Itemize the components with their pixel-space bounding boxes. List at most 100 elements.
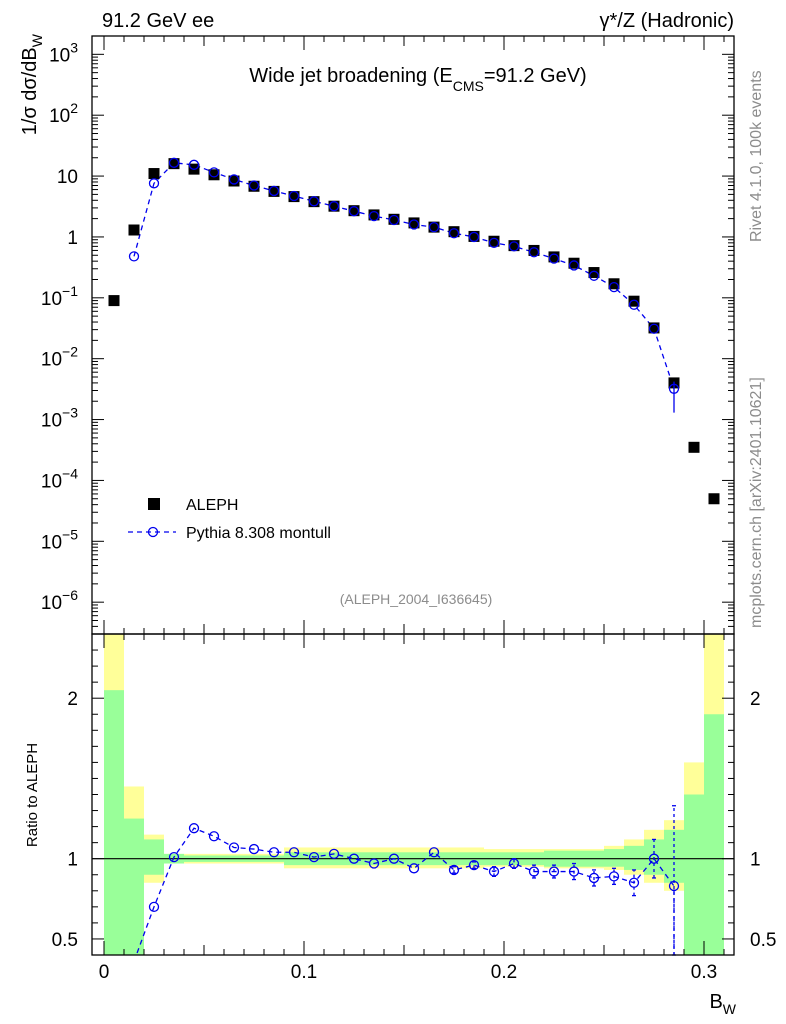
y-tick-label: 10−5	[41, 526, 78, 553]
aleph-point	[708, 493, 720, 505]
pythia-point	[668, 383, 680, 394]
green-band-bin	[604, 849, 624, 867]
x-tick-label: 0.2	[491, 962, 517, 983]
ratio-point	[408, 863, 420, 874]
pythia-point	[408, 219, 420, 230]
ratio-y-tick-label-right: 1	[750, 850, 761, 871]
aleph-point	[508, 240, 520, 252]
aleph-point	[628, 295, 640, 307]
aleph-point	[228, 175, 240, 187]
x-axis-label: BW	[709, 991, 736, 1017]
ratio-point	[168, 851, 180, 863]
aleph-point	[168, 158, 180, 170]
pythia-line	[133, 162, 675, 390]
legend: ALEPH Pythia 8.308 montull	[128, 497, 331, 542]
ratio-frame	[91, 633, 735, 956]
ratio-point	[268, 847, 280, 858]
ratio-y-tick-label: 1	[67, 850, 78, 871]
aleph-point	[588, 267, 600, 279]
aleph-point	[108, 295, 120, 307]
y-tick-label: 1	[67, 228, 78, 249]
green-band-bin	[144, 839, 164, 875]
pythia-point	[268, 185, 280, 197]
ratio-point	[528, 866, 540, 877]
y-tick-label: 103	[49, 39, 78, 66]
y-tick-label: 10−4	[41, 465, 78, 492]
ratio-point	[368, 858, 380, 869]
y-tick-label: 10	[57, 167, 78, 188]
legend-label-aleph: ALEPH	[186, 497, 238, 514]
ratio-point	[468, 859, 480, 871]
aleph-point	[648, 322, 660, 334]
ratio-ylabel: Ratio to ALEPH	[24, 743, 41, 847]
pythia-point	[488, 237, 500, 248]
aleph-point	[288, 191, 300, 203]
ratio-point	[648, 853, 660, 864]
main-frame	[91, 35, 735, 635]
pythia-point	[528, 247, 540, 258]
ratio-y-tick-label-right: 2	[750, 689, 761, 710]
aleph-point	[148, 168, 160, 180]
pythia-point	[328, 201, 340, 212]
ratio-point	[588, 872, 600, 884]
ratio-line	[135, 827, 675, 955]
aleph-point	[308, 196, 320, 208]
ratio-y-tick-label: 2	[67, 689, 78, 710]
pythia-point	[208, 167, 220, 178]
pythia-point	[428, 221, 440, 233]
header-left: 91.2 GeV ee	[102, 10, 214, 32]
ratio-point	[188, 823, 200, 834]
aleph-point	[548, 251, 560, 263]
ratio-y-tick-label: 0.5	[52, 930, 78, 951]
pythia-point	[468, 231, 480, 243]
green-band-bin	[624, 845, 644, 870]
x-tick-label: 0.1	[291, 962, 317, 983]
x-tick-label: 0.3	[691, 962, 717, 983]
pythia-point	[148, 178, 160, 189]
green-band-bin	[684, 794, 704, 955]
ratio-point	[568, 866, 580, 877]
legend-label-pythia: Pythia 8.308 montull	[186, 525, 331, 542]
ratio-y-tick-label-right: 0.5	[750, 930, 776, 951]
ratio-point	[608, 871, 620, 882]
y-tick-label: 10−6	[41, 587, 78, 614]
pythia-point	[168, 157, 180, 168]
aleph-point	[468, 230, 480, 242]
y-tick-label: 10−1	[41, 283, 78, 310]
aleph-point	[368, 209, 380, 221]
aleph-point	[408, 217, 420, 229]
legend-marker-pythia	[147, 526, 159, 538]
analysis-id: (ALEPH_2004_I636645)	[340, 591, 493, 607]
ratio-point	[288, 847, 300, 858]
ratio-point	[428, 847, 440, 858]
main-ylabel: 1/σ dσ/dBW	[19, 33, 45, 135]
pythia-point	[388, 214, 400, 226]
ratio-point	[488, 866, 500, 877]
pythia-point	[608, 281, 620, 293]
pythia-point	[368, 210, 380, 222]
aleph-point	[248, 180, 260, 192]
main-title: Wide jet broadening (ECMS=91.2 GeV)	[249, 65, 586, 94]
ratio-plot: 0 0.1 0.2 0.3 0.5 0.5 1 1 2 2	[52, 634, 776, 983]
green-band-bin	[104, 690, 124, 955]
ratio-point	[448, 864, 460, 876]
ratio-point	[548, 866, 560, 877]
ratio-point	[348, 853, 360, 864]
ratio-point	[248, 843, 260, 855]
y-tick-label: 10−2	[41, 344, 78, 371]
aleph-point	[348, 205, 360, 217]
ratio-point	[328, 848, 340, 860]
ratio-point	[388, 853, 400, 864]
pythia-point	[248, 180, 260, 191]
green-band-bin	[124, 818, 144, 955]
aleph-point	[608, 278, 620, 290]
y-tick-label: 10−3	[41, 405, 78, 432]
pythia-point	[648, 323, 660, 334]
ratio-point	[228, 842, 240, 853]
aleph-point	[268, 185, 280, 197]
aleph-point	[388, 213, 400, 225]
pythia-point	[588, 270, 600, 281]
x-tick-label: 0	[99, 962, 110, 983]
